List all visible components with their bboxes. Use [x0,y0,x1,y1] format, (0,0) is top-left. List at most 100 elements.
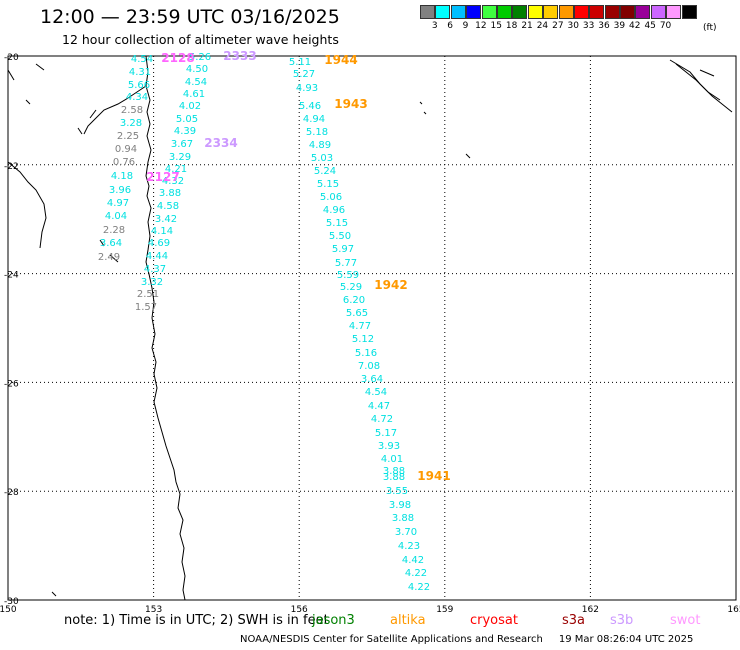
legend-swatch [573,5,589,19]
legend-swatch [543,5,559,19]
swh-observation: 4.01 [381,454,403,465]
pass-time-label: 1942 [374,278,407,292]
legend-label: 9 [462,21,469,31]
pass-time-label: 1943 [334,97,367,111]
swh-observation: 4.44 [146,251,168,262]
legend-swatch [666,5,682,19]
legend-swatch [496,5,512,19]
swh-observation: 5.03 [311,153,333,164]
lon-tick-label: 150 [0,605,17,615]
swh-observation: 3.93 [378,441,400,452]
legend-label: 18 [505,21,518,31]
swh-observation: 4.96 [323,205,345,216]
legend-label: 6 [447,21,453,31]
swh-observation: 2.28 [103,225,125,236]
swh-observation: 5.05 [176,114,198,125]
swh-observation: 1.57 [135,302,157,313]
coastline [7,55,733,601]
swh-observation: 2.25 [117,131,139,142]
legend-swatch [435,5,451,19]
swh-observation: 3.88 [392,513,414,524]
swh-observation: 5.11 [289,57,311,68]
pass-time-label: 2333 [223,49,256,63]
swh-observation: 5.15 [317,179,339,190]
lat-tick-label: -24 [4,271,19,281]
swh-observation: 7.08 [358,361,380,372]
legend-label: 27 [552,21,564,31]
legend-label: 70 [659,21,672,31]
pass-time-label: 2128 [161,51,194,65]
australia-coast-west [7,161,47,249]
swh-observation: 4.72 [371,414,393,425]
swh-observation: 4.22 [408,582,430,593]
swh-observation: 2.49 [98,252,120,263]
swh-observation: 2.58 [121,105,143,116]
footer: NOAA/NESDIS Center for Satellite Applica… [240,634,693,645]
swh-observation: 5.66 [128,80,150,91]
longitude-ticks: 150 153 156 159 162 165 [0,605,740,615]
legend-labels: 3 6 9 12 15 18 21 24 27 30 33 36 39 42 45 70 [420,21,697,31]
track-labels: 1944 1943 1942 1941 2333 2334 2128 2127 [146,49,450,483]
satellite-label: cryosat [470,613,518,628]
swh-observation: 5.24 [314,166,336,177]
swh-observation: 4.14 [151,226,173,237]
swh-observation: 5.06 [320,192,342,203]
swh-observation: 5.97 [332,244,354,255]
swh-observation: 3.98 [389,500,411,511]
swh-observation: 4.54 [185,77,207,88]
island-outline [7,69,15,81]
legend-swatch [420,5,435,19]
swh-observation: 3.29 [169,152,191,163]
pass-time-label: 1941 [417,469,450,483]
swh-observation: 4.50 [186,64,208,75]
swh-observation: 0.94 [115,144,137,155]
legend-label: 12 [475,21,487,31]
swh-observation: 4.47 [368,401,390,412]
island-outline [77,127,83,135]
swh-observation: 4.94 [303,114,325,125]
swh-observation: 4.69 [148,238,170,249]
legend-swatch [681,5,697,19]
swh-observation: 4.37 [144,264,166,275]
swh-observation: 5.26 [189,52,211,63]
swh-observation: 4.02 [179,101,201,112]
swh-observation: 5.12 [352,334,374,345]
satellite-label: swot [670,613,701,628]
swh-observation: 4.23 [398,541,420,552]
new-caledonia-inner [675,63,721,101]
swh-observation: 5.16 [355,348,377,359]
swh-observation: 5.50 [329,231,351,242]
satellite-label: s3b [610,613,634,628]
swh-observation: 3.96 [109,185,131,196]
swh-observation: 4.32 [162,176,184,187]
swh-observation: 4.31 [129,67,151,78]
legend-label: 21 [521,21,533,31]
swh-observation: 3.88 [383,466,405,477]
australia-coast-north [83,85,147,135]
swh-observation: 4.89 [309,140,331,151]
swh-observation: 3.55 [386,486,408,497]
swh-observation: 5.29 [340,282,362,293]
pass-time-label: 1944 [324,53,357,67]
legend-label: 24 [536,21,549,31]
legend-label: 33 [582,21,595,31]
legend-swatch [450,5,466,19]
swh-observation: 4.42 [402,555,424,566]
page-title: 12:00 — 23:59 UTC 03/16/2025 [40,6,340,28]
swh-observation: 4.04 [105,211,127,222]
swh-observation: 4.54 [131,54,153,65]
swh-observation: 4.97 [107,198,129,209]
island-outline [423,111,427,115]
swh-observation: 5.65 [346,308,368,319]
island-outline [109,254,119,263]
satellite-label: s3a [562,613,586,628]
lat-tick-label: -26 [4,379,19,389]
legend-swatch [635,5,651,19]
legend-swatch [466,5,482,19]
legend-label: 3 [431,21,438,31]
footer-timestamp: 19 Mar 08:26:04 UTC 2025 [558,634,694,645]
swh-observation: 5.46 [299,101,321,112]
legend-label: 15 [490,21,502,31]
latitude-ticks: -20 -22 -24 -26 -28 -30 [4,53,19,607]
new-caledonia [669,59,733,113]
